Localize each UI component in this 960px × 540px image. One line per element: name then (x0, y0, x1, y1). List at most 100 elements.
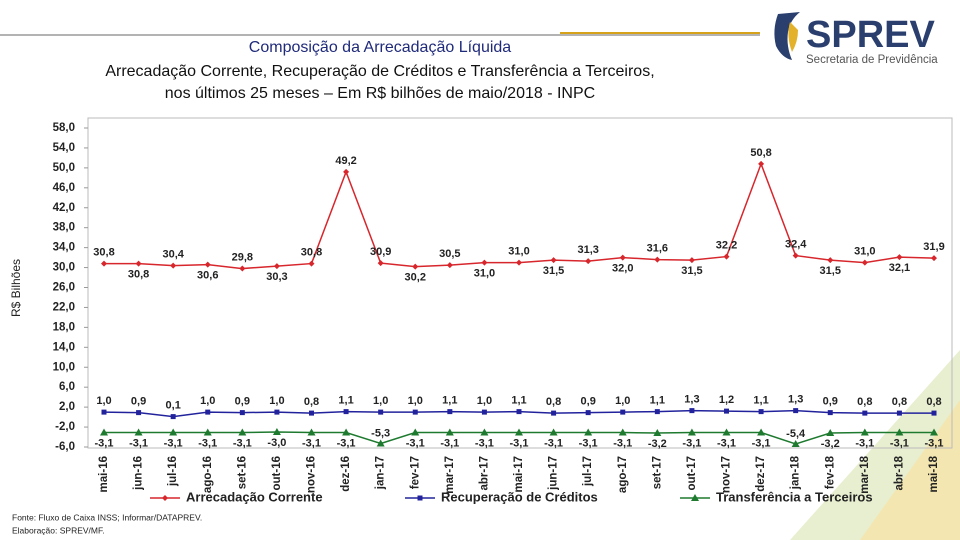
data-label: 1,3 (788, 394, 803, 406)
marker (550, 257, 557, 264)
data-label: 1,0 (408, 395, 423, 407)
marker (239, 265, 246, 272)
marker (170, 262, 177, 269)
marker (688, 257, 695, 264)
x-tick-label: set-17 (651, 456, 663, 489)
x-tick-label: abr-17 (478, 456, 490, 491)
marker (654, 409, 660, 415)
x-tick-label: mai-17 (513, 456, 525, 492)
marker (618, 428, 627, 436)
data-label: -3,1 (752, 437, 771, 449)
marker (170, 414, 176, 420)
data-label: 30,5 (439, 248, 460, 260)
data-label: -3,2 (821, 438, 840, 450)
data-label: 0,8 (546, 396, 561, 408)
data-label: -3,1 (440, 437, 459, 449)
marker (791, 440, 800, 448)
logo-subtitle: Secretaria de Previdência (806, 54, 938, 66)
data-label: -3,1 (890, 437, 909, 449)
data-label: 31,5 (543, 265, 564, 277)
chart-title: Composição da Arrecadação Líquida (249, 39, 511, 56)
marker (445, 428, 454, 436)
data-label: 30,3 (266, 271, 287, 283)
logo-name: SPREV (806, 14, 935, 56)
data-label: 31,0 (474, 267, 495, 279)
marker (585, 258, 592, 265)
legend-marker (417, 495, 423, 501)
data-label: 0,9 (823, 396, 838, 408)
marker (412, 263, 419, 270)
marker (205, 409, 211, 415)
marker (342, 428, 351, 436)
y-tick-label: 14,0 (53, 341, 75, 353)
legend-label: Transferência a Terceiros (716, 489, 873, 504)
data-label: 1,0 (615, 395, 630, 407)
x-tick-label: mar-17 (444, 456, 456, 494)
legend-label: Recuperação de Créditos (441, 489, 598, 504)
y-tick-label: 6,0 (59, 381, 75, 393)
footer-source: Fonte: Fluxo de Caixa INSS; Informar/DAT… (12, 512, 202, 522)
data-label: 30,6 (197, 269, 218, 281)
data-label: -5,3 (371, 427, 390, 439)
data-label: 31,6 (647, 242, 668, 254)
marker (792, 252, 799, 259)
data-label: -3,1 (129, 437, 148, 449)
marker (826, 429, 835, 437)
marker (896, 254, 903, 261)
data-label: -3,1 (475, 437, 494, 449)
y-tick-label: 30,0 (53, 262, 75, 274)
data-label: 1,1 (442, 395, 457, 407)
marker (101, 409, 107, 415)
data-label: 1,0 (200, 395, 215, 407)
data-label: 31,3 (577, 244, 598, 256)
data-label: 0,9 (131, 396, 146, 408)
marker (481, 409, 487, 415)
data-label: 0,8 (304, 396, 319, 408)
marker (724, 408, 729, 414)
data-label: 50,8 (750, 147, 771, 159)
marker (238, 428, 247, 436)
x-tick-label: jul-17 (582, 456, 594, 487)
data-label: -3,0 (267, 437, 286, 449)
x-tick-label: out-17 (686, 456, 698, 491)
marker (549, 428, 558, 436)
marker (653, 429, 662, 437)
data-label: -3,1 (579, 437, 598, 449)
data-label: 32,2 (716, 240, 737, 252)
data-label: 31,5 (681, 265, 702, 277)
data-label: 32,4 (785, 239, 807, 251)
footer-credit: Elaboração: SPREV/MF. (12, 525, 105, 535)
x-tick-label: mai-16 (98, 456, 110, 492)
x-tick-label: dez-17 (755, 456, 767, 492)
data-label: 0,8 (926, 396, 941, 408)
data-label: 1,3 (684, 394, 699, 406)
data-label: 1,1 (338, 395, 353, 407)
chart-subtitle: Arrecadação Corrente, Recuperação de Cré… (105, 63, 654, 80)
data-label: -3,1 (95, 437, 114, 449)
x-tick-label: nov-17 (721, 456, 733, 493)
data-label: 1,1 (511, 395, 526, 407)
x-tick-label: fev-17 (409, 456, 421, 489)
marker (239, 410, 245, 416)
marker (516, 259, 522, 266)
marker (862, 410, 868, 416)
x-tick-label: set-16 (236, 456, 248, 489)
data-label: -3,1 (337, 437, 356, 449)
data-label: 30,8 (301, 246, 322, 258)
marker (515, 428, 523, 436)
data-label: -3,1 (682, 437, 701, 449)
marker (722, 428, 731, 436)
data-label: 0,8 (892, 396, 907, 408)
marker (377, 260, 384, 267)
marker (343, 409, 349, 415)
y-tick-label: 18,0 (53, 321, 75, 333)
marker (620, 409, 626, 415)
marker (204, 261, 211, 268)
marker (584, 428, 593, 436)
data-label: 30,2 (405, 271, 426, 283)
x-tick-label: fev-18 (824, 455, 836, 489)
y-tick-label: 34,0 (53, 242, 75, 254)
data-label: -3,1 (613, 437, 632, 449)
data-label: -3,1 (406, 437, 425, 449)
